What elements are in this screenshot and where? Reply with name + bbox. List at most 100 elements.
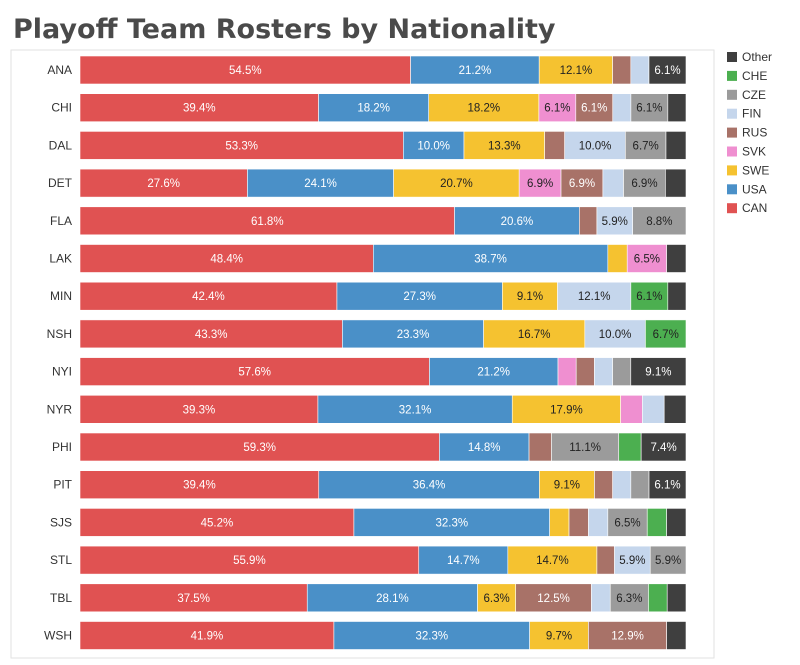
- legend-swatch: [727, 165, 737, 176]
- row-min: MIN 42.4% 27.3% 9.1% 12.1% 6.1%: [50, 281, 687, 311]
- bar-segment-can: [79, 545, 420, 575]
- data-label: 57.6%: [238, 367, 271, 379]
- data-label: 10.0%: [579, 140, 612, 152]
- data-label: 54.5%: [229, 65, 262, 77]
- row-fla: FLA 61.8% 20.6% 5.9% 8.8%: [50, 206, 687, 236]
- bar-segment-other: [640, 432, 687, 462]
- bar-segment-che: [648, 583, 668, 613]
- bar-segment-other: [665, 131, 687, 160]
- bar-segment-fin: [612, 470, 632, 500]
- legend-swatch: [727, 146, 737, 157]
- data-label: 38.7%: [474, 254, 507, 266]
- bar-segment-usa: [333, 621, 530, 650]
- legend-item-fin: FIN: [727, 107, 761, 121]
- legend-item-rus: RUS: [727, 126, 767, 140]
- data-label: 32.1%: [399, 404, 432, 416]
- row-sjs: SJS 45.2% 32.3% 6.5%: [50, 508, 687, 537]
- team-label: DAL: [49, 138, 73, 152]
- team-label: MIN: [50, 289, 72, 303]
- data-label: 6.1%: [544, 103, 570, 115]
- legend-label: CHE: [742, 69, 767, 83]
- bar-segment-can: [79, 55, 411, 85]
- bar-segment-svk: [557, 357, 577, 386]
- data-label: 12.1%: [560, 65, 593, 77]
- data-label: 6.9%: [569, 178, 595, 190]
- bar-segment-fin: [594, 357, 613, 386]
- bar-segment-fin: [557, 281, 632, 311]
- data-label: 11.1%: [569, 442, 601, 454]
- bar-segment-swe: [393, 168, 520, 198]
- data-label: 6.1%: [581, 103, 607, 115]
- data-label: 59.3%: [243, 442, 276, 454]
- bar-segment-can: [79, 281, 338, 311]
- team-label: PHI: [52, 440, 72, 454]
- legend-swatch: [727, 127, 737, 138]
- bar-segment-fin: [642, 394, 665, 424]
- data-label: 27.6%: [147, 178, 180, 190]
- row-nyi: NYI 57.6% 21.2% 9.1%: [52, 357, 687, 386]
- bar-segment-can: [79, 470, 320, 500]
- data-label: 24.1%: [304, 178, 337, 190]
- bar-segment-other: [666, 244, 687, 273]
- data-label: 27.3%: [403, 291, 436, 303]
- data-label: 37.5%: [177, 593, 210, 605]
- data-label: 6.1%: [654, 65, 680, 77]
- bars-group: ANA 54.5% 21.2% 12.1% 6.1% CHI 39.4% 18.2% 18.2%…: [44, 55, 687, 650]
- row-dal: DAL 53.3% 10.0% 13.3% 10.0% 6.7%: [49, 131, 687, 160]
- bar-segment-usa: [429, 357, 559, 386]
- data-label: 9.1%: [517, 291, 543, 303]
- bar-segment-fin: [588, 508, 609, 537]
- bar-segment-usa: [439, 432, 530, 462]
- bar-segment-rus: [528, 432, 552, 462]
- team-label: SJS: [50, 515, 72, 529]
- bar-segment-can: [79, 508, 355, 537]
- team-label: NSH: [47, 327, 72, 341]
- bar-segment-cze: [630, 470, 650, 500]
- bar-segment-che: [618, 432, 642, 462]
- legend-item-other: Other: [727, 50, 772, 64]
- data-label: 39.4%: [183, 103, 216, 115]
- legend-label: SVK: [742, 145, 766, 159]
- row-det: DET 27.6% 24.1% 20.7% 6.9% 6.9% 6.9%: [48, 168, 687, 198]
- row-stl: STL 55.9% 14.7% 14.7% 5.9% 5.9%: [50, 545, 687, 575]
- data-label: 20.6%: [501, 216, 534, 228]
- bar-segment-rus: [544, 131, 565, 160]
- data-label: 6.5%: [614, 517, 640, 529]
- data-label: 14.8%: [468, 442, 501, 454]
- data-label: 12.9%: [611, 631, 644, 643]
- bar-segment-other: [666, 508, 687, 537]
- row-lak: LAK 48.4% 38.7% 6.5%: [49, 244, 687, 273]
- bar-segment-other: [665, 168, 687, 198]
- bar-segment-can: [79, 583, 308, 613]
- data-label: 6.5%: [634, 254, 660, 266]
- bar-segment-cze: [649, 545, 687, 575]
- bar-segment-cze: [632, 206, 687, 236]
- data-label: 10.0%: [417, 140, 450, 152]
- bar-segment-swe: [502, 281, 558, 311]
- bar-segment-can: [79, 206, 455, 236]
- data-label: 20.7%: [440, 178, 473, 190]
- bar-segment-other: [630, 357, 687, 386]
- team-label: TBL: [50, 591, 72, 605]
- bar-segment-usa: [353, 508, 550, 537]
- bar-segment-cze: [623, 168, 666, 198]
- row-nyr: NYR 39.3% 32.1% 17.9%: [47, 394, 687, 424]
- data-label: 41.9%: [191, 631, 224, 643]
- bar-segment-other: [663, 394, 687, 424]
- plot-frame: [10, 49, 715, 659]
- bar-segment-rus: [560, 168, 604, 198]
- legend-swatch: [727, 184, 737, 195]
- legend-swatch: [727, 203, 737, 214]
- bar-segment-rus: [515, 583, 592, 613]
- legend-label: RUS: [742, 126, 767, 140]
- data-label: 12.1%: [578, 291, 611, 303]
- bar-segment-other: [666, 621, 687, 650]
- legend-label: CZE: [742, 88, 766, 102]
- bar-segment-fin: [584, 319, 646, 349]
- bar-segment-other: [667, 281, 687, 311]
- data-label: 8.8%: [646, 216, 672, 228]
- bar-segment-swe: [549, 508, 570, 537]
- bar-segment-other: [666, 583, 687, 613]
- bar-segment-fin: [564, 131, 626, 160]
